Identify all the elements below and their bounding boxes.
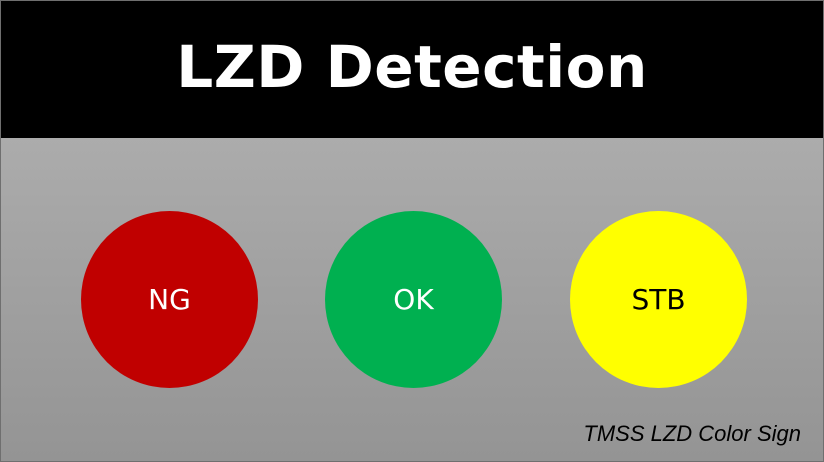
ng-lamp-label: NG xyxy=(148,283,191,316)
page-title: LZD Detection xyxy=(176,32,648,101)
stb-lamp: STB xyxy=(570,211,747,388)
caption: TMSS LZD Color Sign xyxy=(583,421,801,446)
stb-lamp-label: STB xyxy=(631,283,686,316)
ok-lamp-label: OK xyxy=(393,283,434,316)
ng-lamp: NG xyxy=(81,211,258,388)
ok-lamp: OK xyxy=(325,211,502,388)
title-bar: LZD Detection xyxy=(1,1,823,138)
